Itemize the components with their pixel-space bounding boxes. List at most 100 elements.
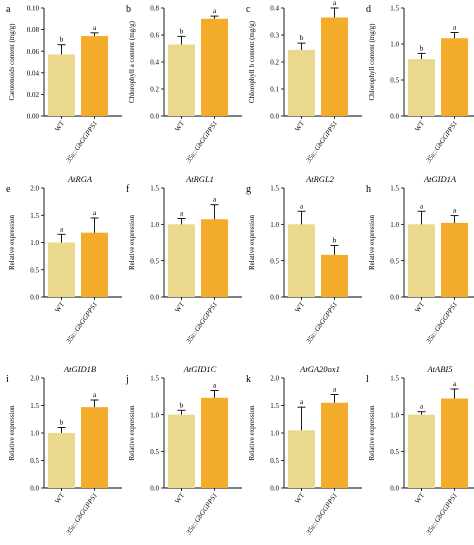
panel-letter: j bbox=[125, 374, 129, 385]
y-axis-label: Chlorophyll a content (mg/g) bbox=[128, 20, 136, 103]
panel-letter: k bbox=[246, 374, 251, 385]
significance-letter: a bbox=[453, 22, 457, 31]
significance-letter: a bbox=[93, 23, 97, 32]
x-category-label: WT bbox=[413, 300, 426, 314]
y-axis-label: Relative expression bbox=[8, 214, 16, 270]
panel-letter: i bbox=[6, 374, 9, 385]
y-tick-label: 1.0 bbox=[390, 41, 399, 49]
y-tick-label: 0.4 bbox=[270, 5, 279, 13]
y-axis-label: Relative expression bbox=[368, 405, 376, 461]
y-tick-label: 0.0 bbox=[390, 294, 399, 302]
significance-letter: a bbox=[420, 402, 424, 411]
bar-wt bbox=[288, 430, 315, 488]
bar-transgenic bbox=[81, 407, 108, 488]
panel-title: AtGID1A bbox=[423, 174, 457, 184]
y-tick-label: 0.10 bbox=[27, 5, 40, 13]
significance-letter: a bbox=[333, 385, 337, 394]
panel-letter: h bbox=[366, 184, 371, 195]
y-tick-label: 1.0 bbox=[150, 221, 159, 229]
y-axis-label: Chlorophyll b content (mg/g) bbox=[248, 20, 256, 103]
significance-letter: b bbox=[420, 43, 424, 52]
x-category-label: 35s::GbGGPPS1 bbox=[184, 120, 219, 165]
panel-b: b 0.0 0.2 0.4 0.6 0.8 Chlorophyll a content (m… bbox=[126, 4, 242, 165]
panel-title: AtABI5 bbox=[426, 364, 452, 374]
significance-letter: a bbox=[213, 6, 217, 15]
x-category-label: WT bbox=[293, 491, 306, 505]
bar-wt bbox=[408, 59, 435, 116]
y-tick-label: 1.0 bbox=[390, 221, 399, 229]
x-category-label: WT bbox=[173, 300, 186, 314]
y-tick-label: 0.2 bbox=[150, 86, 159, 94]
y-tick-label: 0.5 bbox=[390, 257, 399, 265]
bar-wt bbox=[408, 414, 435, 488]
y-tick-label: 0.6 bbox=[150, 32, 159, 40]
x-category-label: 35s::GbGGPPS1 bbox=[64, 492, 99, 537]
y-tick-label: 0.5 bbox=[30, 266, 39, 274]
x-category-label: 35s::GbGGPPS1 bbox=[304, 120, 339, 165]
panel-title: AtRGL1 bbox=[185, 174, 214, 184]
panel-i: i AtGID1B 0.0 0.5 1.0 1.5 2.0 Relative expressi… bbox=[6, 364, 122, 537]
x-category-label: WT bbox=[413, 491, 426, 505]
bar-transgenic bbox=[201, 397, 228, 488]
bar-transgenic bbox=[321, 402, 348, 488]
y-tick-label: 0.4 bbox=[150, 59, 159, 67]
y-tick-label: 1.5 bbox=[270, 402, 279, 410]
y-tick-label: 0.0 bbox=[30, 485, 39, 493]
panel-a: a 0.00 0.02 0.04 0.06 0.08 0.10 Carotenoids con… bbox=[6, 4, 122, 165]
significance-letter: a bbox=[93, 390, 97, 399]
significance-letter: b bbox=[180, 400, 184, 409]
x-category-label: WT bbox=[53, 119, 66, 133]
y-tick-label: 0.0 bbox=[390, 113, 399, 121]
bar-wt bbox=[48, 242, 75, 297]
x-category-label: WT bbox=[173, 119, 186, 133]
y-tick-label: 0.3 bbox=[270, 32, 279, 40]
significance-letter: b bbox=[333, 235, 337, 244]
panel-letter: a bbox=[6, 4, 11, 15]
y-tick-label: 0.5 bbox=[150, 257, 159, 265]
y-axis-label: Relative expression bbox=[248, 214, 256, 270]
y-tick-label: 0.08 bbox=[27, 26, 40, 34]
x-category-label: WT bbox=[173, 491, 186, 505]
y-tick-label: 2.0 bbox=[270, 375, 279, 383]
panel-letter: c bbox=[246, 4, 251, 15]
significance-letter: a bbox=[453, 379, 457, 388]
panel-title: AtRGL2 bbox=[305, 174, 335, 184]
x-category-label: WT bbox=[53, 300, 66, 314]
bar-wt bbox=[168, 414, 195, 488]
bar-wt bbox=[288, 224, 315, 297]
bar-transgenic bbox=[441, 38, 468, 116]
bar-transgenic bbox=[321, 17, 348, 117]
bar-wt bbox=[48, 433, 75, 488]
y-tick-label: 1.0 bbox=[270, 430, 279, 438]
y-tick-label: 0.0 bbox=[390, 485, 399, 493]
y-tick-label: 0.0 bbox=[150, 113, 159, 121]
y-tick-label: 0.0 bbox=[270, 294, 279, 302]
y-tick-label: 0.5 bbox=[390, 448, 399, 456]
bar-transgenic bbox=[441, 222, 468, 297]
y-tick-label: 0.0 bbox=[270, 485, 279, 493]
x-category-label: 35s::GbGGPPS1 bbox=[304, 492, 339, 537]
y-tick-label: 1.5 bbox=[150, 375, 159, 383]
panel-f: f AtRGL1 0.0 0.5 1.0 1.5 Relative expression a W… bbox=[126, 174, 242, 346]
bar-wt bbox=[48, 54, 75, 116]
y-tick-label: 1.0 bbox=[150, 411, 159, 419]
panel-l: l AtABI5 0.0 0.5 1.0 1.5 Relative expression a W… bbox=[366, 364, 474, 537]
significance-letter: b bbox=[180, 26, 184, 35]
y-axis-label: Carotenoids content (mg/g) bbox=[8, 23, 16, 101]
y-axis-label: Relative expression bbox=[128, 405, 136, 461]
y-axis-label: Relative expression bbox=[368, 214, 376, 270]
panel-letter: f bbox=[126, 184, 130, 195]
panel-h: h AtGID1A 0.0 0.5 1.0 1.5 Relative expression a… bbox=[366, 174, 474, 346]
panel-letter: b bbox=[126, 4, 131, 15]
panel-title: AtGID1C bbox=[183, 364, 217, 374]
panel-j: j AtGID1C 0.0 0.5 1.0 1.5 Relative expression b… bbox=[125, 364, 242, 537]
y-tick-label: 0.0 bbox=[150, 485, 159, 493]
bar-transgenic bbox=[201, 18, 228, 116]
bar-wt bbox=[288, 49, 315, 116]
significance-letter: a bbox=[453, 206, 457, 215]
panel-letter: e bbox=[6, 184, 11, 195]
x-category-label: 35s::GbGGPPS1 bbox=[64, 301, 99, 346]
y-tick-label: 1.5 bbox=[150, 185, 159, 193]
x-category-label: WT bbox=[293, 119, 306, 133]
